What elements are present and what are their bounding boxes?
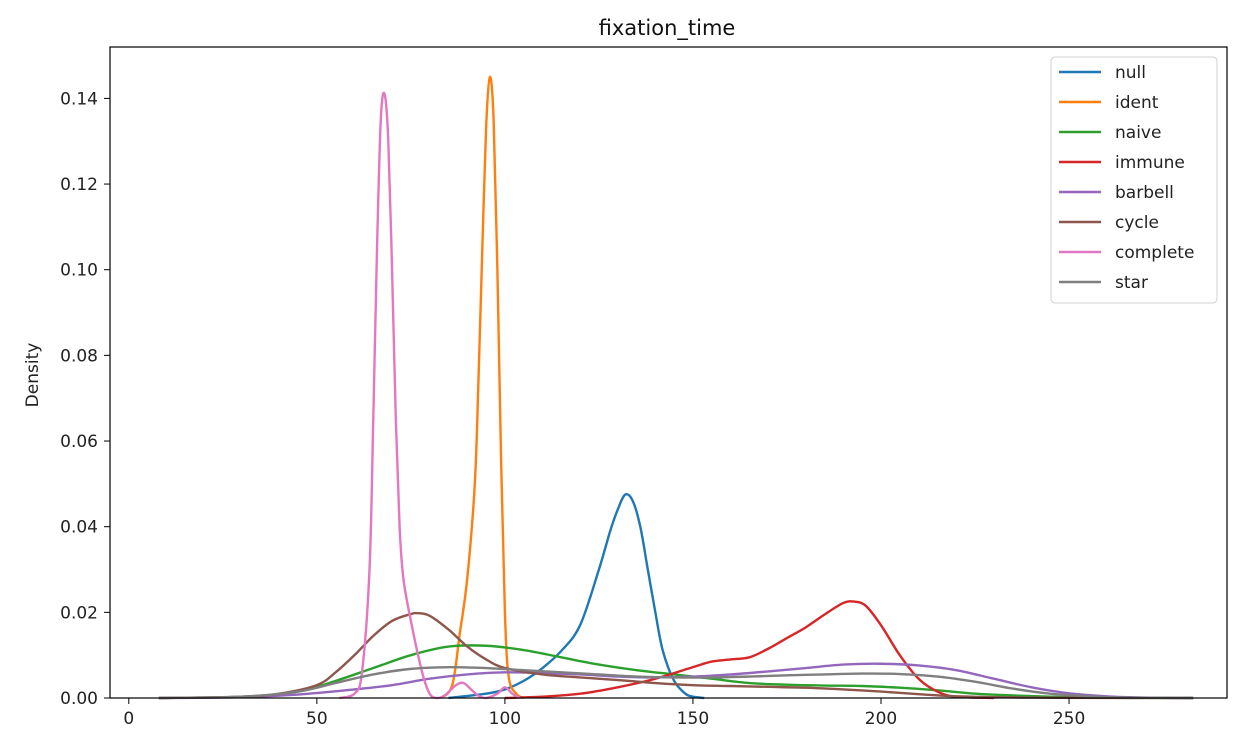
y-tick-label: 0.06 (60, 432, 98, 452)
y-tick-label: 0.12 (60, 175, 98, 195)
legend-label-cycle: cycle (1115, 213, 1159, 233)
series-line-complete (339, 91, 521, 700)
y-axis-label: Density (23, 343, 43, 408)
x-tick-label: 0 (123, 709, 134, 729)
y-axis: 0.00 0.02 0.04 0.06 0.08 0.10 0.12 0.14 (60, 89, 110, 709)
legend-box (1050, 56, 1218, 304)
series-line-immune (504, 600, 994, 700)
y-tick-label: 0.02 (60, 603, 98, 623)
series-line-cycle (158, 611, 1194, 700)
x-tick-label: 250 (1053, 709, 1085, 729)
y-tick-label: 0.00 (60, 689, 98, 709)
legend-label-naive: naive (1115, 123, 1161, 143)
legend-label-null: null (1115, 63, 1146, 83)
x-tick-label: 150 (677, 709, 709, 729)
series-line-star (158, 665, 1194, 700)
x-axis: 0 50 100 150 200 250 (123, 698, 1085, 729)
legend-label-immune: immune (1115, 153, 1185, 173)
chart-title: fixation_time (599, 16, 736, 41)
legend: null ident naive immune barbell cycle complete… (1050, 56, 1218, 304)
series-line-null (448, 493, 705, 700)
x-tick-label: 100 (489, 709, 521, 729)
x-tick-label: 50 (306, 709, 328, 729)
legend-label-barbell: barbell (1115, 183, 1174, 203)
legend-label-complete: complete (1115, 243, 1194, 263)
series-layer (158, 75, 1194, 700)
legend-label-star: star (1115, 273, 1148, 293)
y-tick-label: 0.14 (60, 89, 98, 109)
series-line-barbell (158, 662, 1194, 700)
y-tick-label: 0.08 (60, 346, 98, 366)
y-tick-label: 0.10 (60, 261, 98, 281)
plot-frame (109, 46, 1228, 699)
y-tick-label: 0.04 (60, 518, 98, 538)
series-line-ident (440, 75, 525, 700)
x-tick-label: 200 (865, 709, 897, 729)
legend-label-ident: ident (1115, 93, 1159, 113)
